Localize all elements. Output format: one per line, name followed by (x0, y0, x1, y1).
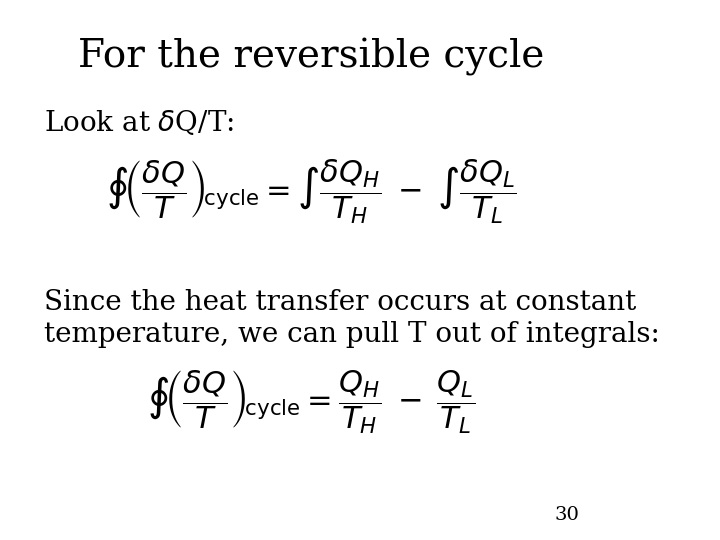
Text: $\oint\!\left(\dfrac{\delta Q}{T}\right)_{\!\mathrm{cycle}} = \int\dfrac{\delta : $\oint\!\left(\dfrac{\delta Q}{T}\right)… (106, 157, 517, 226)
Text: $\oint\!\left(\dfrac{\delta Q}{T}\right)_{\!\mathrm{cycle}} = \dfrac{Q_{H}}{T_{H: $\oint\!\left(\dfrac{\delta Q}{T}\right)… (147, 368, 476, 436)
Text: Look at $\delta$Q/T:: Look at $\delta$Q/T: (44, 108, 234, 137)
Text: Since the heat transfer occurs at constant: Since the heat transfer occurs at consta… (44, 289, 636, 316)
Text: 30: 30 (554, 506, 580, 524)
Text: For the reversible cycle: For the reversible cycle (78, 38, 545, 76)
Text: temperature, we can pull T out of integrals:: temperature, we can pull T out of integr… (44, 321, 660, 348)
